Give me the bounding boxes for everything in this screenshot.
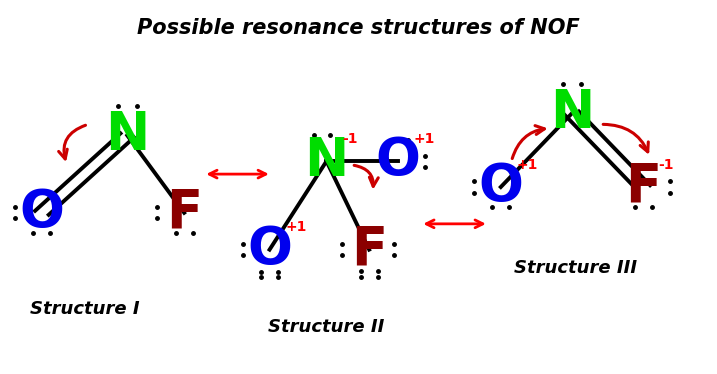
Text: -1: -1 [659, 157, 674, 172]
Text: N: N [105, 110, 149, 162]
Text: +1: +1 [285, 220, 307, 234]
Text: O: O [247, 224, 292, 276]
Text: +1: +1 [516, 157, 538, 172]
Text: O: O [19, 187, 65, 239]
Text: -1: -1 [342, 132, 358, 146]
Text: F: F [166, 187, 202, 239]
Text: O: O [478, 161, 523, 213]
Text: Structure I: Structure I [30, 300, 139, 318]
Text: +1: +1 [413, 132, 435, 146]
Text: N: N [550, 87, 594, 139]
Text: F: F [625, 161, 661, 213]
Text: O: O [375, 135, 420, 187]
Text: F: F [351, 224, 387, 276]
Text: Structure III: Structure III [514, 259, 637, 277]
Text: N: N [304, 135, 348, 187]
Text: Possible resonance structures of NOF: Possible resonance structures of NOF [137, 18, 580, 37]
Text: Structure II: Structure II [268, 318, 385, 336]
